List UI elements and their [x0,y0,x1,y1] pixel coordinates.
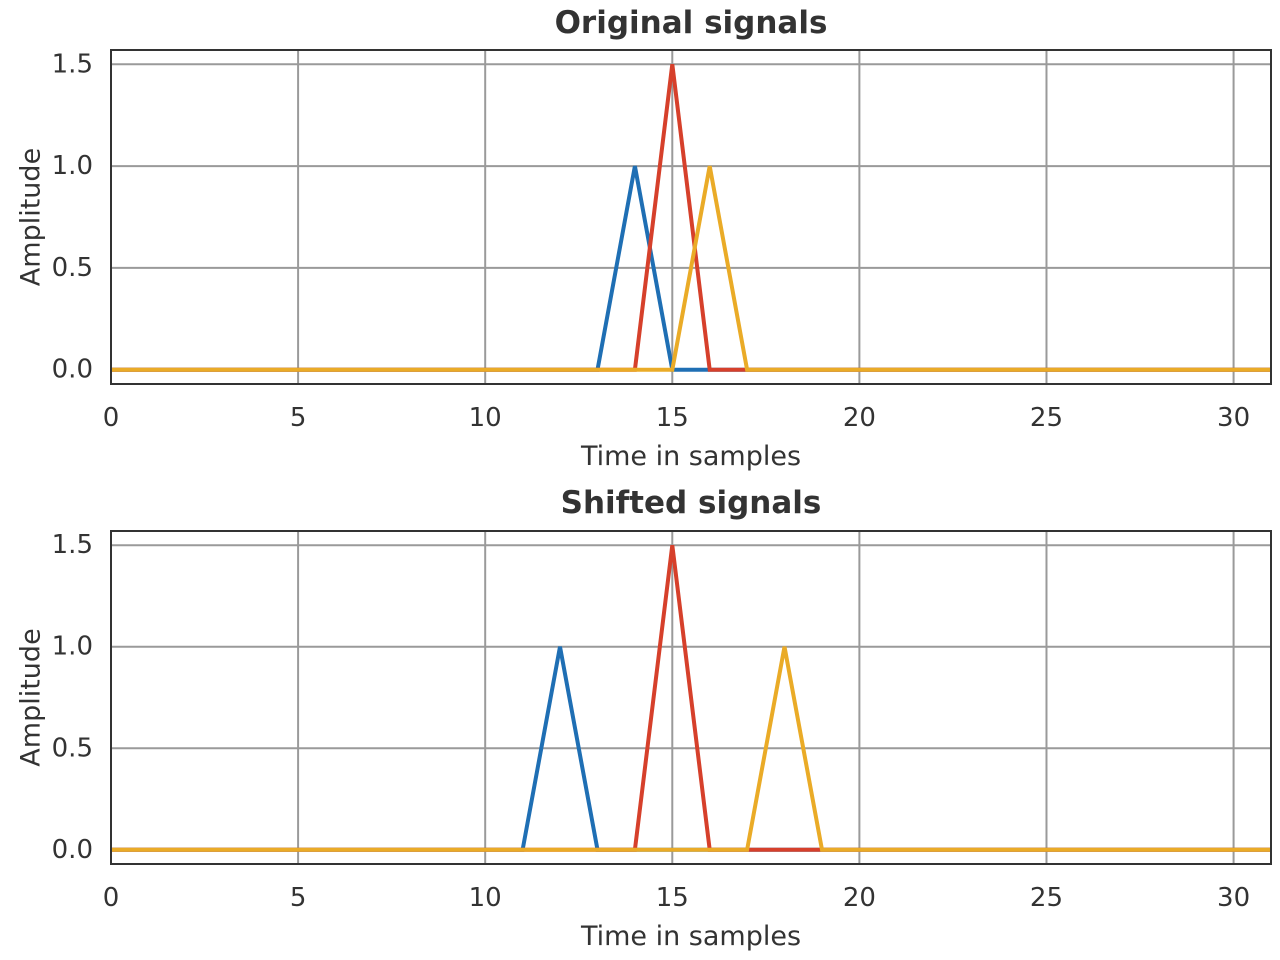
x-tick-label: 30 [1217,403,1250,433]
y-tick-label: 1.5 [52,49,93,79]
y-tick-label: 1.5 [52,530,93,560]
x-axis-label: Time in samples [580,921,801,952]
x-tick-label: 20 [843,403,876,433]
chart-title: Original signals [555,5,828,41]
y-tick-label: 1.0 [52,151,93,181]
x-tick-label: 30 [1217,883,1250,913]
x-tick-label: 5 [290,883,307,913]
y-tick-label: 0.0 [52,835,93,865]
y-axis-label: Amplitude [16,148,47,286]
x-tick-label: 15 [656,883,689,913]
chart-title: Shifted signals [561,485,822,521]
y-axis-label: Amplitude [16,628,47,766]
original-signals-panel: 0 5 10 15 20 25 30 0.0 0.5 1.0 1.5 Original signals… [16,5,1272,472]
x-tick-label: 5 [290,403,307,433]
yellow-signal-line [111,646,1271,852]
y-tick-label: 1.0 [52,632,93,662]
yellow-signal-line [111,165,1271,372]
x-tick-label: 25 [1030,403,1063,433]
shifted-signals-panel: 0 5 10 15 20 25 30 0.0 0.5 1.0 1.5 Shifted signals T… [16,485,1272,952]
x-tick-label: 0 [103,883,120,913]
x-tick-label: 15 [656,403,689,433]
plot-frame [110,530,1272,865]
y-tick-label: 0.5 [52,733,93,763]
y-tick-label: 0.0 [52,355,93,385]
plot-frame [110,49,1272,385]
x-tick-label: 20 [843,883,876,913]
x-tick-label: 25 [1030,883,1063,913]
y-tick-label: 0.5 [52,253,93,283]
x-tick-label: 10 [469,403,502,433]
x-tick-label: 10 [469,883,502,913]
x-axis-label: Time in samples [580,441,801,472]
x-tick-label: 0 [103,403,120,433]
